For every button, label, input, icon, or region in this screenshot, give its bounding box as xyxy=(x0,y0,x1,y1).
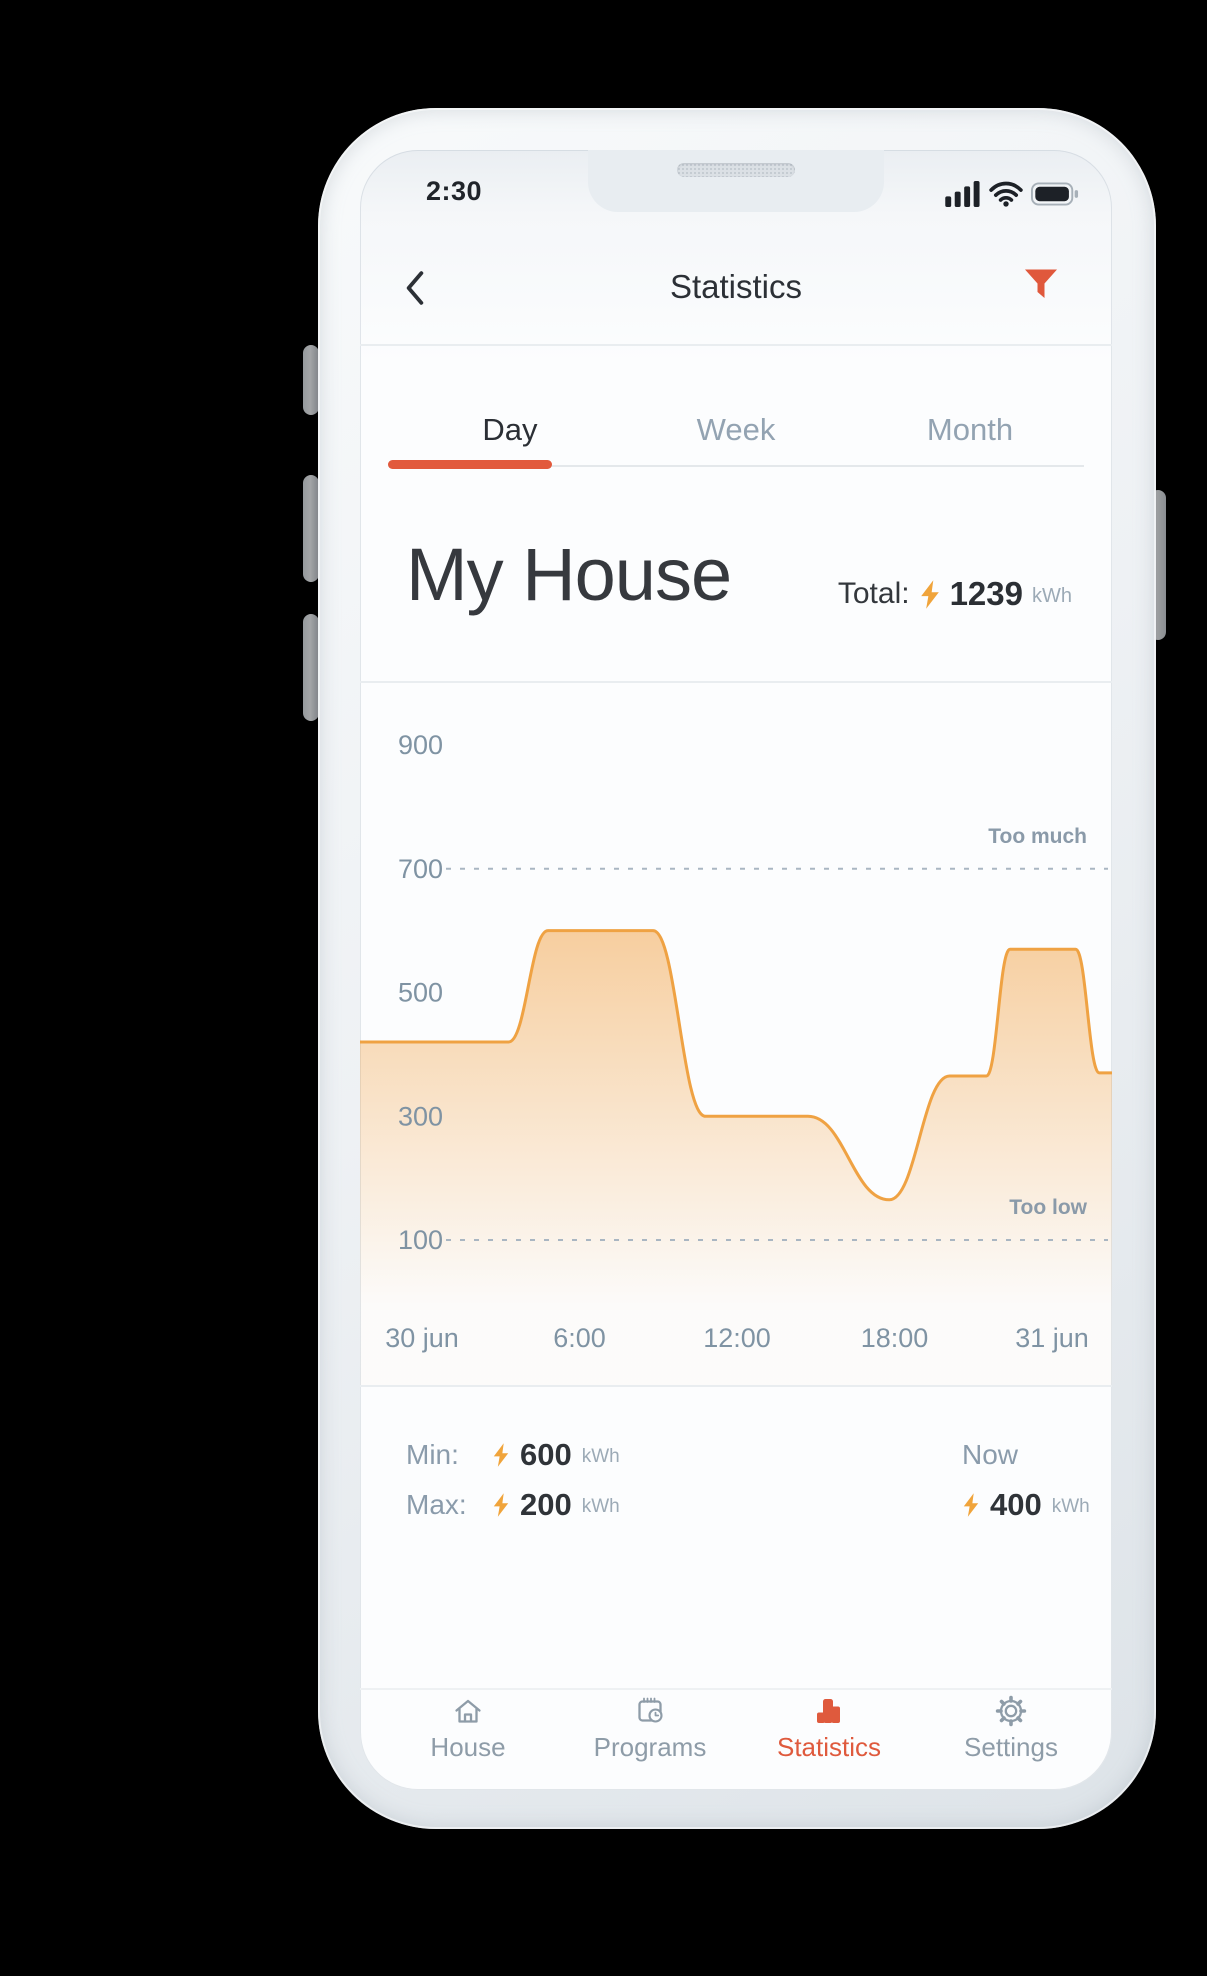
tab-track xyxy=(388,465,1084,467)
house-title: My House xyxy=(406,533,732,616)
nav-statistics[interactable]: Statistics xyxy=(744,1693,914,1763)
gear-icon xyxy=(995,1695,1027,1727)
max-unit: kWh xyxy=(581,1496,620,1517)
max-label: Max: xyxy=(406,1489,467,1520)
app-screen: 2:30 xyxy=(360,150,1112,1790)
tab-week[interactable]: Week xyxy=(636,408,836,452)
nav-house[interactable]: House xyxy=(383,1693,553,1763)
total-unit: kWh xyxy=(1032,584,1072,607)
back-button[interactable] xyxy=(404,270,426,311)
now-value: 400 xyxy=(990,1487,1042,1522)
filter-button[interactable] xyxy=(1023,269,1059,306)
funnel-icon xyxy=(1025,269,1057,298)
page-title: Statistics xyxy=(669,268,803,305)
chart-top-divider xyxy=(360,681,1112,683)
min-value: 600 xyxy=(520,1437,572,1472)
now-stat-row: Now xyxy=(962,1433,1018,1477)
volume-up-button xyxy=(303,475,319,582)
max-value: 200 xyxy=(520,1487,572,1522)
total-consumption: Total: 1239 kWh xyxy=(838,574,1072,614)
calendar-clock-icon xyxy=(638,1697,663,1723)
nav-house-label: House xyxy=(430,1732,506,1762)
svg-text:18:00: 18:00 xyxy=(861,1323,929,1353)
phone-frame: 2:30 xyxy=(318,108,1156,1829)
bar-chart-icon xyxy=(817,1699,840,1723)
svg-text:700: 700 xyxy=(398,854,443,884)
svg-text:30 jun: 30 jun xyxy=(385,1323,459,1353)
svg-text:300: 300 xyxy=(398,1101,443,1131)
svg-text:12:00: 12:00 xyxy=(703,1323,771,1353)
svg-text:100: 100 xyxy=(398,1225,443,1255)
home-icon xyxy=(455,1699,481,1723)
svg-text:900: 900 xyxy=(398,730,443,760)
tab-day[interactable]: Day xyxy=(410,408,610,452)
svg-text:Too low: Too low xyxy=(1009,1196,1087,1219)
tab-week-label: Week xyxy=(696,412,776,447)
tab-month-label: Month xyxy=(926,412,1014,447)
nav-programs-label: Programs xyxy=(593,1732,707,1762)
wifi-icon xyxy=(989,181,1023,207)
svg-text:Too much: Too much xyxy=(988,825,1087,848)
mute-switch xyxy=(303,345,319,415)
now-value-row: 400 kWh xyxy=(962,1483,1090,1527)
max-stat-row: Max: 200 kWh xyxy=(406,1483,620,1527)
nav-settings-label: Settings xyxy=(964,1732,1058,1762)
min-unit: kWh xyxy=(581,1446,620,1467)
active-tab-indicator xyxy=(388,460,552,469)
tab-day-label: Day xyxy=(482,412,538,447)
nav-divider xyxy=(360,1688,1112,1690)
now-label: Now xyxy=(962,1439,1019,1470)
min-stat-row: Min: 600 kWh xyxy=(406,1433,620,1477)
speaker-grille xyxy=(677,163,795,177)
nav-statistics-label: Statistics xyxy=(776,1732,882,1762)
chevron-left-icon xyxy=(406,271,424,305)
chart-bottom-divider xyxy=(360,1385,1112,1387)
header-divider xyxy=(360,344,1112,346)
total-label: Total: xyxy=(837,577,910,610)
lightning-bolt-icon xyxy=(493,1493,509,1517)
lightning-bolt-icon xyxy=(963,1493,979,1517)
svg-text:31 jun: 31 jun xyxy=(1015,1323,1089,1353)
lightning-bolt-icon xyxy=(493,1443,509,1467)
lightning-bolt-icon xyxy=(920,579,939,609)
svg-text:6:00: 6:00 xyxy=(553,1323,606,1353)
min-label: Min: xyxy=(406,1439,459,1470)
total-value: 1239 xyxy=(949,575,1023,612)
svg-text:500: 500 xyxy=(398,978,443,1008)
nav-programs[interactable]: Programs xyxy=(565,1693,735,1763)
now-unit: kWh xyxy=(1051,1496,1090,1517)
status-icons xyxy=(945,180,1079,208)
status-time: 2:30 xyxy=(426,176,483,206)
notch xyxy=(588,150,884,212)
tab-month[interactable]: Month xyxy=(870,408,1070,452)
cellular-signal-icon xyxy=(945,181,980,207)
consumption-area-chart: Too much Too low 900 700 500 300 100 30 jun 6:00… xyxy=(360,730,1112,1385)
battery-icon xyxy=(1031,182,1079,206)
nav-settings[interactable]: Settings xyxy=(926,1693,1096,1763)
volume-down-button xyxy=(303,614,319,721)
